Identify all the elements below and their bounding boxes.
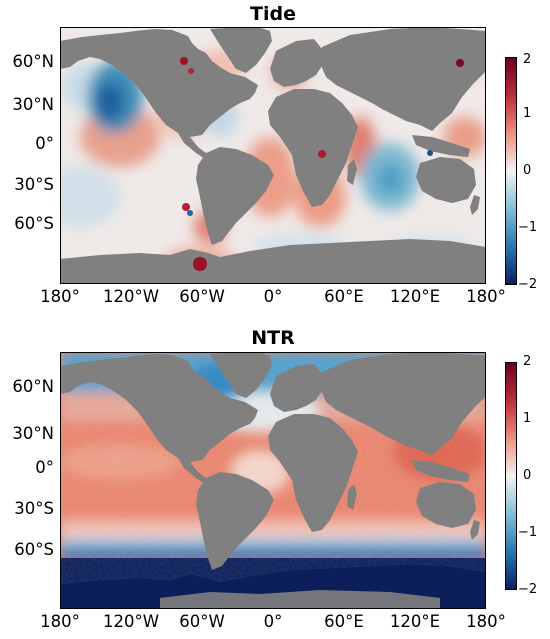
- lat-tick-30s: 30°S: [14, 175, 54, 194]
- ntr-title: NTR: [251, 327, 295, 349]
- lon-tick-60e: 60°E: [324, 287, 364, 306]
- tide-cb-tick-neg2: −2: [518, 277, 538, 292]
- tide-cb-tick-1: 1: [523, 106, 532, 121]
- tide-map: [60, 27, 486, 284]
- lat-tick-60s: 60°S: [14, 540, 54, 559]
- lat-tick-0: 0°: [35, 458, 54, 477]
- tide-cb-tick-2: 2: [523, 52, 532, 67]
- lon-tick-180w: 180°: [40, 612, 80, 631]
- ntr-cb-tick-2: 2: [523, 354, 532, 369]
- ntr-map: [60, 352, 486, 609]
- lon-tick-180e: 180°: [466, 287, 506, 306]
- lat-tick-30n: 30°N: [12, 424, 54, 443]
- ntr-colorbar: [505, 362, 517, 590]
- lat-tick-60n: 60°N: [12, 52, 54, 71]
- lat-tick-60n: 60°N: [12, 377, 54, 396]
- lat-tick-30s: 30°S: [14, 499, 54, 518]
- tide-colorbar: [505, 57, 517, 285]
- lon-tick-120e: 120°E: [389, 287, 441, 306]
- tide-panel: Tide: [0, 0, 550, 306]
- lon-tick-60w: 60°W: [179, 612, 225, 631]
- lon-tick-120w: 120°W: [102, 612, 160, 631]
- lat-tick-0: 0°: [35, 134, 54, 153]
- ntr-cb-tick-0: 0: [523, 468, 532, 483]
- ntr-cb-tick-neg1: −1: [518, 525, 538, 540]
- tide-title: Tide: [250, 3, 296, 25]
- tide-cb-tick-neg1: −1: [518, 220, 538, 235]
- tide-cb-tick-0: 0: [523, 163, 532, 178]
- ntr-cb-tick-neg2: −2: [518, 582, 538, 597]
- lon-tick-60w: 60°W: [179, 287, 225, 306]
- lon-tick-120w: 120°W: [102, 287, 160, 306]
- lon-tick-180w: 180°: [40, 287, 80, 306]
- lon-tick-120e: 120°E: [389, 612, 441, 631]
- lat-tick-60s: 60°S: [14, 214, 54, 233]
- lon-tick-60e: 60°E: [324, 612, 364, 631]
- lat-tick-30n: 30°N: [12, 95, 54, 114]
- ntr-panel: NTR: [0, 322, 550, 639]
- lon-tick-180e: 180°: [466, 612, 506, 631]
- ntr-cb-tick-1: 1: [523, 411, 532, 426]
- lon-tick-0: 0°: [263, 287, 283, 306]
- lon-tick-0: 0°: [263, 612, 283, 631]
